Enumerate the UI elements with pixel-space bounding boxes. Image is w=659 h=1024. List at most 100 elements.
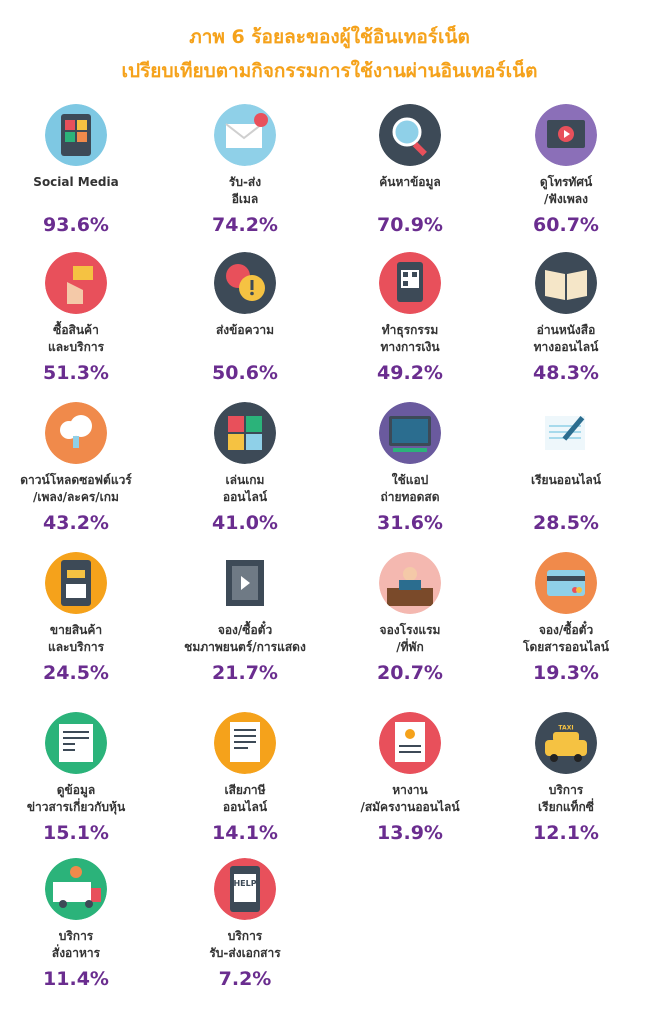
activity-label: จอง/ซื้อตั๋วชมภาพยนตร์/การแสดง	[170, 622, 320, 656]
taxi-icon: TAXI	[535, 712, 597, 774]
activity-item: ดูข้อมูล ข่าวสารเกี่ยวกับหุ้น 15.1%	[1, 712, 151, 844]
food-truck-icon	[45, 858, 107, 920]
activity-label-line: ค้นหาข้อมูล	[379, 175, 441, 189]
film-strip-icon	[214, 552, 276, 614]
cloud-download-icon	[45, 402, 107, 464]
activity-label: บริการรับ-ส่งเอกสาร	[170, 928, 320, 962]
activity-percentage: 21.7%	[212, 662, 278, 684]
activity-label-line: ใช้แอป	[391, 473, 429, 487]
qr-payment-icon	[379, 252, 441, 314]
activity-item: รับ-ส่ง อีเมล 74.2%	[170, 104, 320, 236]
activity-percentage: 50.6%	[212, 362, 278, 384]
activity-label: เล่นเกม ออนไลน์	[170, 472, 320, 506]
activity-label-line: Social Media	[33, 175, 119, 189]
social-media-icon	[45, 104, 107, 166]
book-icon	[535, 252, 597, 314]
activity-label-line: บริการ	[227, 929, 263, 943]
activity-label-line: จอง/ซื้อตั๋ว	[538, 623, 594, 637]
activity-label-line: ทำธุรกรรม	[381, 323, 439, 337]
activity-label: ขายสินค้า และบริการ	[1, 622, 151, 656]
activity-label-line: ถ่ายทอดสด	[380, 490, 440, 504]
activity-item: เล่นเกม ออนไลน์ 41.0%	[170, 402, 320, 534]
activity-percentage: 43.2%	[43, 512, 109, 534]
activity-item: TAXI บริการเรียกแท็กซี่ 12.1%	[491, 712, 641, 844]
activity-label-line: ดูโทรทัศน์	[539, 175, 593, 189]
activity-percentage: 28.5%	[533, 512, 599, 534]
chart-title-line-1: ภาพ 6 ร้อยละของผู้ใช้อินเทอร์เน็ต	[189, 26, 470, 48]
resume-icon	[379, 712, 441, 774]
activity-item: จอง/ซื้อตั๋วชมภาพยนตร์/การแสดง 21.7%	[170, 552, 320, 684]
activity-label-line: และบริการ	[47, 640, 105, 654]
credit-card-icon	[535, 552, 597, 614]
sell-basket-icon	[45, 552, 107, 614]
activity-label-line: ส่งข้อความ	[215, 323, 274, 337]
activity-label-line: รับ-ส่งเอกสาร	[209, 946, 281, 960]
activity-label-line: สั่งอาหาร	[51, 946, 101, 960]
email-icon	[214, 104, 276, 166]
activity-item: ดูโทรทัศน์ /ฟังเพลง 60.7%	[491, 104, 641, 236]
activity-label: ค้นหาข้อมูล	[335, 174, 485, 208]
activity-label-line: หางาน	[392, 783, 428, 797]
activity-label-line: และบริการ	[47, 340, 105, 354]
activity-label-line: ดาวน์โหลดซอฟต์แวร์	[20, 473, 132, 487]
search-icon	[379, 104, 441, 166]
activity-label-line: เรียกแท็กซี่	[538, 800, 594, 814]
activity-percentage: 51.3%	[43, 362, 109, 384]
activity-item: ดาวน์โหลดซอฟต์แวร์ /เพลง/ละคร/เกม 43.2%	[1, 402, 151, 534]
activity-label-line: เล่นเกม	[225, 473, 265, 487]
activity-label: เรียนออนไลน์	[491, 472, 641, 506]
activity-label: เสียภาษีออนไลน์	[170, 782, 320, 816]
activity-label: ซื้อสินค้าและบริการ	[1, 322, 151, 356]
activity-label: ดูโทรทัศน์ /ฟังเพลง	[491, 174, 641, 208]
notebook-pen-icon	[535, 402, 597, 464]
activity-percentage: 24.5%	[43, 662, 109, 684]
activity-label-line: /สมัครงานออนไลน์	[360, 800, 460, 814]
activity-label: ดูข้อมูล ข่าวสารเกี่ยวกับหุ้น	[1, 782, 151, 816]
activity-percentage: 14.1%	[212, 822, 278, 844]
help-document-icon: HELP	[214, 858, 276, 920]
activity-label-line: จองโรงแรม	[379, 623, 441, 637]
activity-label-line: /ฟังเพลง	[544, 192, 588, 206]
activity-label-line: บริการ	[548, 783, 584, 797]
activity-percentage: 7.2%	[218, 968, 272, 990]
activity-label-line: ชมภาพยนตร์/การแสดง	[184, 640, 306, 654]
activity-label: บริการสั่งอาหาร	[1, 928, 151, 962]
activity-label-line: โดยสารออนไลน์	[523, 640, 609, 654]
activity-label-line: เรียนออนไลน์	[531, 473, 601, 487]
activity-percentage: 93.6%	[43, 214, 109, 236]
activity-percentage: 12.1%	[533, 822, 599, 844]
activity-label: ทำธุรกรรมทางการเงิน	[335, 322, 485, 356]
puzzle-icon	[214, 402, 276, 464]
activity-label-line: ออนไลน์	[222, 800, 268, 814]
activity-percentage: 74.2%	[212, 214, 278, 236]
activity-item: บริการสั่งอาหาร 11.4%	[1, 858, 151, 990]
activity-label-line: ข่าวสารเกี่ยวกับหุ้น	[26, 800, 126, 814]
activity-label: จอง/ซื้อตั๋วโดยสารออนไลน์	[491, 622, 641, 656]
activity-percentage: 70.9%	[377, 214, 443, 236]
tax-document-icon	[214, 712, 276, 774]
activity-label: อ่านหนังสือทางออนไลน์	[491, 322, 641, 356]
activity-item: ซื้อสินค้าและบริการ 51.3%	[1, 252, 151, 384]
video-player-icon	[535, 104, 597, 166]
activity-item: เสียภาษีออนไลน์ 14.1%	[170, 712, 320, 844]
activity-label-line: เสียภาษี	[224, 783, 266, 797]
activity-percentage: 15.1%	[43, 822, 109, 844]
activity-label: ดาวน์โหลดซอฟต์แวร์ /เพลง/ละคร/เกม	[1, 472, 151, 506]
activity-label-line: อีเมล	[231, 192, 259, 206]
activity-label-line: อ่านหนังสือ	[536, 323, 596, 337]
activity-label: Social Media	[1, 174, 151, 208]
activity-label-line: ทางออนไลน์	[533, 340, 599, 354]
activity-percentage: 11.4%	[43, 968, 109, 990]
activity-item: หางาน/สมัครงานออนไลน์ 13.9%	[335, 712, 485, 844]
activity-label-line: จอง/ซื้อตั๋ว	[217, 623, 273, 637]
activity-label-line: ทางการเงิน	[380, 340, 440, 354]
activity-percentage: 48.3%	[533, 362, 599, 384]
activity-item: จอง/ซื้อตั๋ว โดยสารออนไลน์ 19.3%	[491, 552, 641, 684]
activity-label-line: บริการ	[58, 929, 94, 943]
activity-item: Social Media 93.6%	[1, 104, 151, 236]
activity-percentage: 41.0%	[212, 512, 278, 534]
newspaper-icon	[45, 712, 107, 774]
activity-label-line: ซื้อสินค้า	[53, 323, 99, 337]
activity-item: ใช้แอป ถ่ายทอดสด 31.6%	[335, 402, 485, 534]
icon-caption: TAXI	[558, 725, 573, 732]
